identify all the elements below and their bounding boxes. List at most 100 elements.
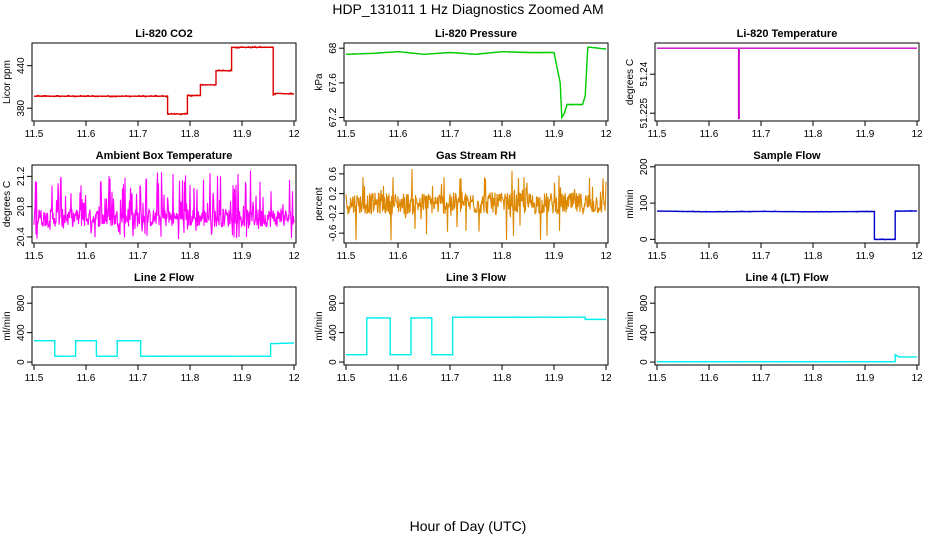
y-axis-label: Licor ppm: [2, 60, 13, 104]
panel-title: Line 3 Flow: [446, 272, 506, 284]
plot-frame: [654, 286, 920, 366]
x-tick-label: 11.6: [700, 251, 719, 262]
x-tick-label: 11.8: [804, 373, 823, 384]
panel-title: Sample Flow: [753, 150, 821, 162]
y-tick-label: -0.6: [328, 224, 339, 242]
series-line: [346, 316, 606, 356]
x-tick-label: 11.9: [545, 373, 564, 384]
y-tick-label: 200: [639, 158, 650, 175]
y-tick-label: 68: [328, 42, 339, 54]
y-tick-label: 100: [639, 194, 650, 211]
y-axis-label: ml/min: [2, 311, 13, 340]
y-tick-label: 20.8: [16, 196, 27, 216]
x-tick-label: 11.6: [77, 373, 96, 384]
panel-title: Line 2 Flow: [134, 272, 194, 284]
x-tick-label: 11.7: [129, 129, 148, 140]
x-tick-label: 11.5: [25, 129, 44, 140]
chart-panel-7: Line 2 Flow 11.5 11.6 11.7 11.8 11.9 12 0 400 800…: [2, 272, 300, 384]
chart-panel-4: Ambient Box Temperature 11.5 11.6 11.7 11.8 1…: [2, 150, 300, 262]
chart-panel-8: Line 3 Flow 11.5 11.6 11.7 11.8 11.9 12 0 400 800…: [314, 272, 612, 384]
series-noise: [33, 339, 295, 357]
panel-title: Ambient Box Temperature: [96, 150, 233, 162]
series-noise: [33, 45, 295, 116]
x-tick-label: 11.8: [493, 251, 512, 262]
x-tick-label: 11.7: [752, 129, 771, 140]
series-noise: [656, 354, 918, 363]
plot-frame: [343, 164, 609, 244]
x-tick-label: 11.8: [804, 251, 823, 262]
plot-frame: [343, 286, 609, 366]
series-line: [34, 46, 295, 115]
chart-panel-3: Li-820 Temperature 11.5 11.6 11.7 11.8 11.9 12…: [625, 28, 923, 140]
x-tick-label: 12: [600, 373, 612, 384]
y-axis-label: ml/min: [625, 311, 636, 340]
plot-frame: [654, 42, 920, 122]
x-tick-label: 11.5: [25, 251, 44, 262]
data-layer: [33, 339, 295, 357]
y-axis-label: degrees C: [625, 59, 636, 105]
panel-title: Li-820 CO2: [135, 28, 192, 40]
x-tick-label: 11.7: [441, 373, 460, 384]
y-tick-label: 800: [639, 294, 650, 311]
y-tick-label: 0: [639, 236, 650, 242]
x-tick-label: 11.5: [337, 129, 356, 140]
x-tick-label: 11.9: [545, 251, 564, 262]
y-tick-label: 0.6: [328, 166, 339, 180]
x-tick-label: 12: [911, 373, 923, 384]
y-tick-label: 800: [328, 294, 339, 311]
x-tick-label: 12: [288, 373, 300, 384]
plot-frame: [654, 164, 920, 244]
chart-panel-6: Sample Flow 11.5 11.6 11.7 11.8 11.9 12 0 100 200…: [625, 150, 923, 262]
y-tick-label: 51.225: [639, 97, 650, 128]
y-axis-label: kPa: [314, 73, 325, 91]
data-layer: [345, 46, 607, 120]
x-tick-label: 11.8: [181, 129, 200, 140]
panel-title: Line 4 (LT) Flow: [746, 272, 829, 284]
chart-panel-1: Li-820 CO2 11.5 11.6 11.7 11.8 11.9 12 380 440Li…: [2, 28, 300, 140]
series-line: [34, 340, 295, 357]
x-tick-label: 11.6: [77, 129, 96, 140]
x-tick-label: 12: [911, 129, 923, 140]
y-tick-label: 400: [639, 324, 650, 341]
data-layer: [33, 45, 295, 116]
y-tick-label: 0: [328, 359, 339, 365]
x-tick-label: 11.7: [752, 251, 771, 262]
chart-panel-5: Gas Stream RH 11.5 11.6 11.7 11.8 11.9 12 -0.6 -…: [314, 150, 612, 262]
x-tick-label: 11.8: [804, 129, 823, 140]
y-tick-label: 380: [16, 99, 27, 116]
series-line: [345, 168, 607, 241]
x-tick-label: 11.6: [389, 373, 408, 384]
y-axis-label: ml/min: [314, 311, 325, 340]
y-tick-label: 0: [16, 359, 27, 365]
panel-title: Li-820 Pressure: [435, 28, 517, 40]
y-tick-label: 800: [16, 294, 27, 311]
x-tick-label: 12: [288, 251, 300, 262]
x-tick-label: 11.5: [648, 129, 667, 140]
y-tick-label: 20.4: [16, 227, 27, 247]
x-tick-label: 11.9: [856, 251, 875, 262]
x-tick-label: 11.5: [337, 251, 356, 262]
x-tick-label: 11.6: [77, 251, 96, 262]
x-tick-label: 11.6: [389, 251, 408, 262]
series-noise: [656, 210, 918, 241]
x-tick-label: 11.9: [233, 129, 252, 140]
data-layer: [345, 316, 607, 356]
x-tick-label: 11.7: [752, 373, 771, 384]
x-tick-label: 11.7: [441, 251, 460, 262]
x-tick-label: 11.5: [337, 373, 356, 384]
data-layer: [656, 353, 918, 363]
x-tick-label: 11.5: [648, 373, 667, 384]
series-line: [33, 170, 295, 240]
x-tick-label: 11.7: [129, 251, 148, 262]
series-line: [657, 353, 917, 363]
x-tick-label: 12: [911, 251, 923, 262]
y-tick-label: 440: [16, 57, 27, 74]
x-tick-label: 12: [600, 251, 612, 262]
x-tick-label: 11.9: [233, 373, 252, 384]
series-noise: [345, 316, 607, 356]
x-tick-label: 11.6: [700, 129, 719, 140]
y-tick-label: 0.2: [328, 186, 339, 200]
panel-title: Li-820 Temperature: [737, 28, 838, 40]
plot-frame: [31, 286, 297, 366]
panel-title: Gas Stream RH: [436, 150, 516, 162]
